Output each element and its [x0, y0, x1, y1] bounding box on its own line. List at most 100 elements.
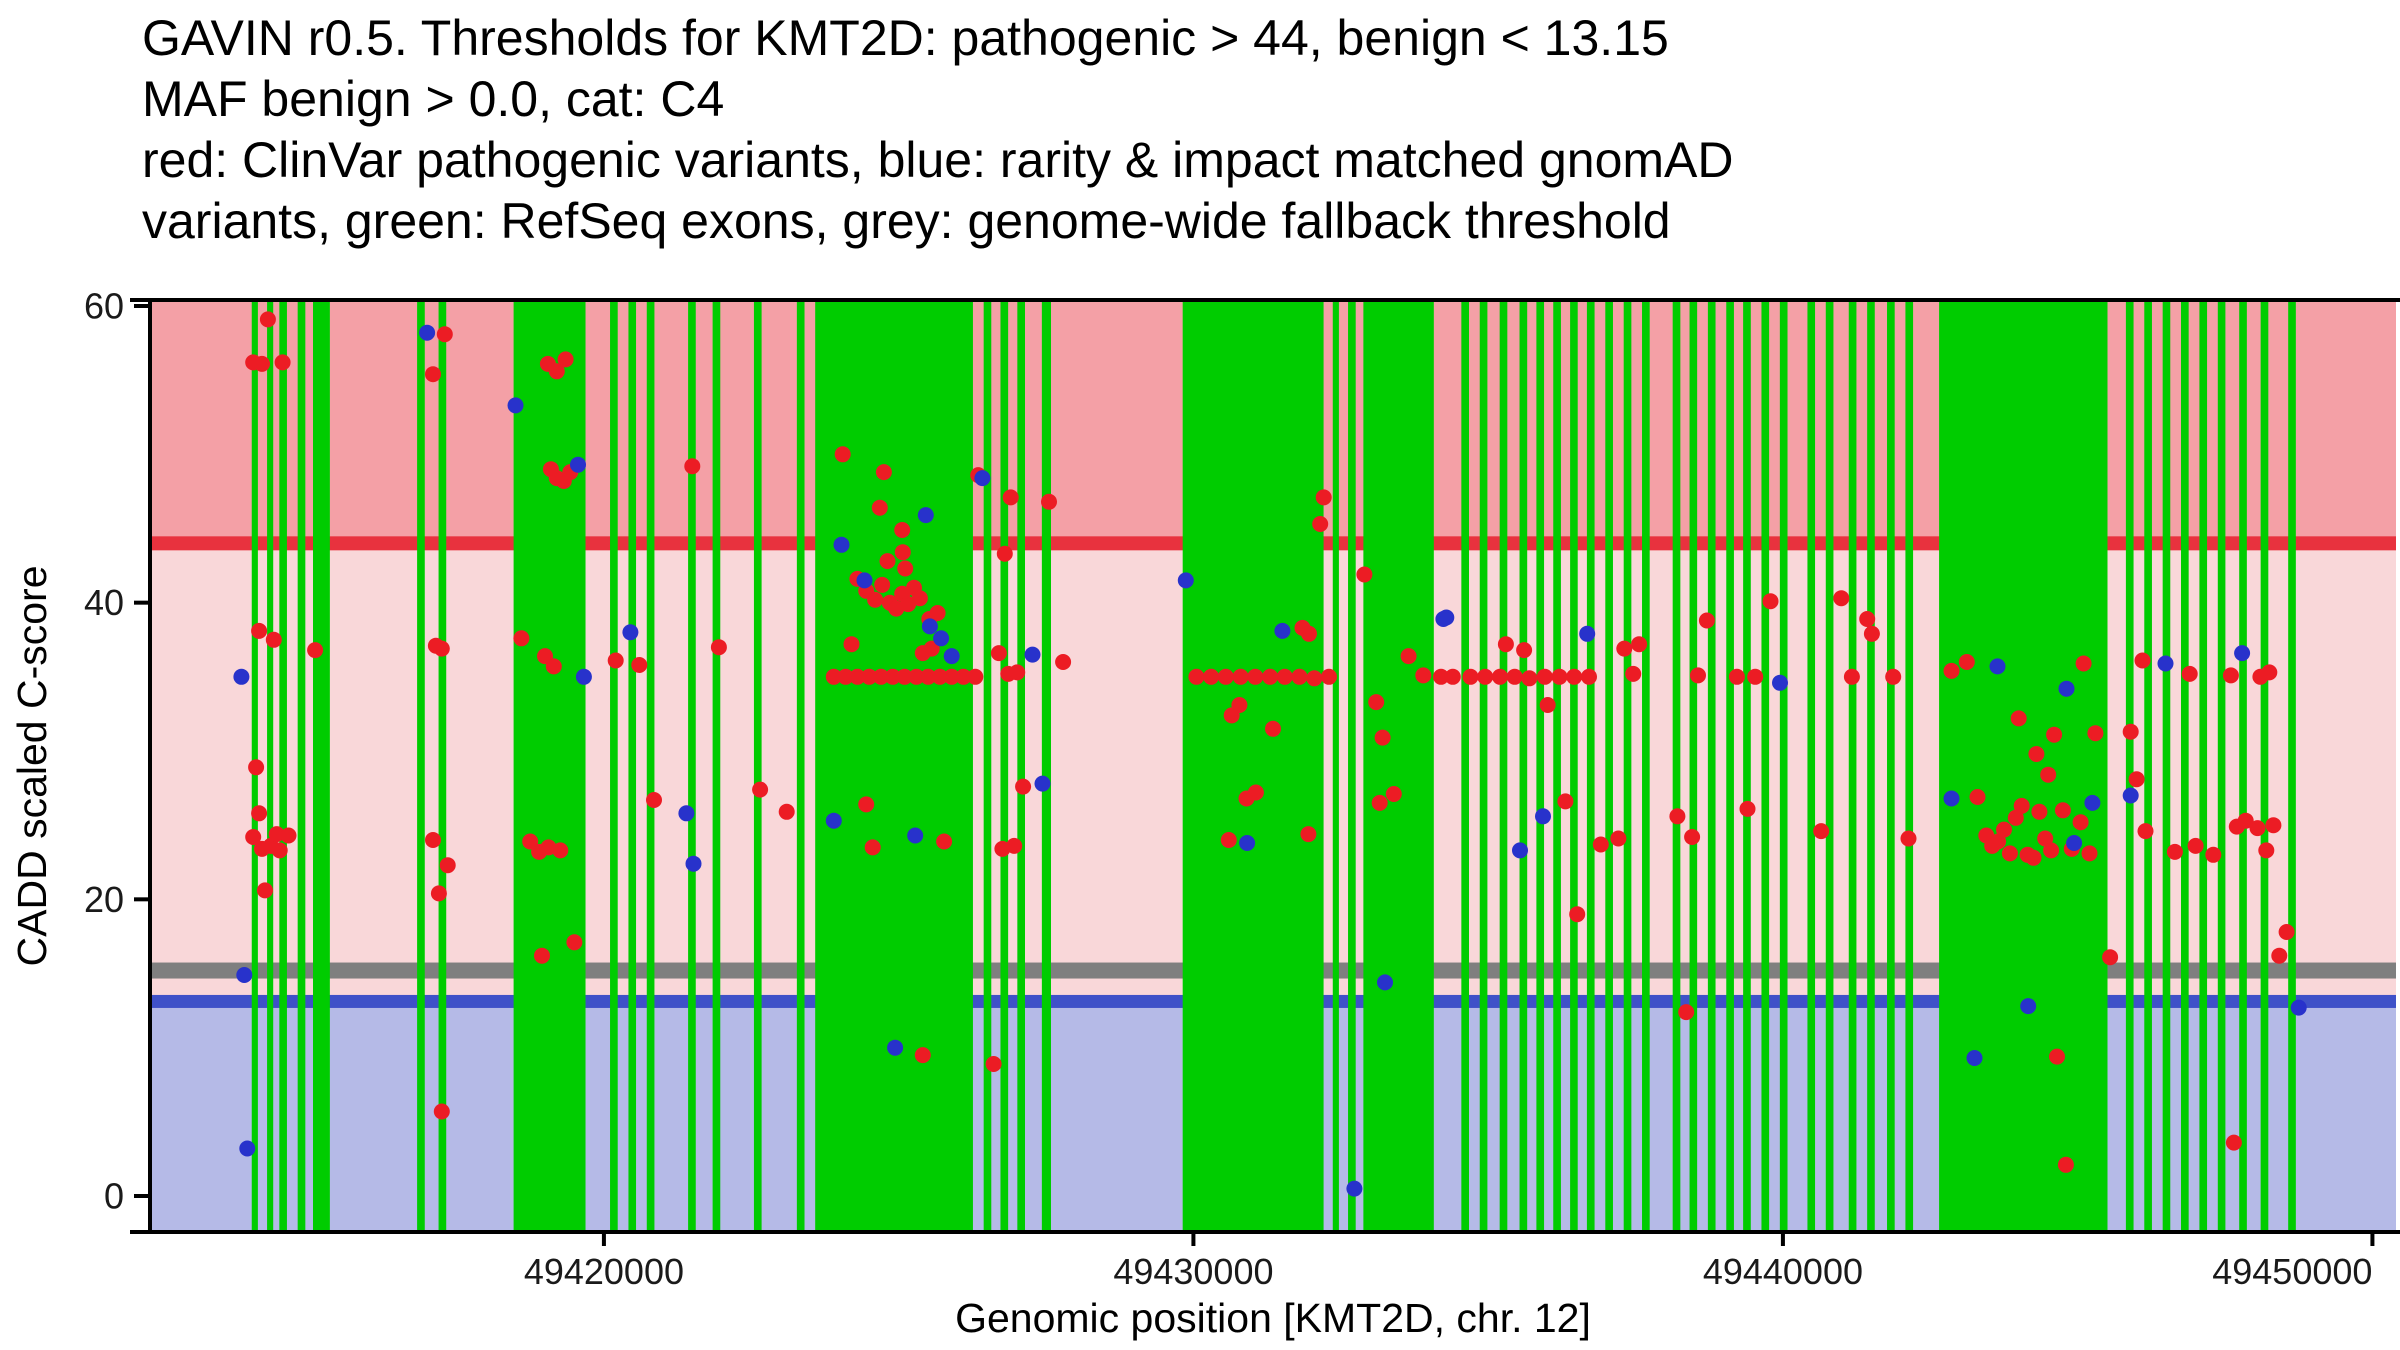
data-point-clinvar-pathogenic [710, 639, 727, 656]
x-tick-label: 49420000 [524, 1251, 684, 1292]
data-point-gnomad-matched [1346, 1180, 1363, 1197]
panel-top-border [130, 298, 2400, 302]
exon-bar [2144, 300, 2152, 1232]
exon-bar [796, 300, 805, 1232]
data-point-clinvar-pathogenic [897, 560, 914, 577]
data-point-clinvar-pathogenic [2225, 1134, 2242, 1151]
data-point-clinvar-pathogenic [874, 576, 891, 593]
data-point-clinvar-pathogenic [2046, 726, 2063, 743]
exon-bar [1041, 300, 1051, 1232]
exon-bar [2217, 300, 2226, 1232]
data-point-clinvar-pathogenic [2075, 655, 2092, 672]
data-point-clinvar-pathogenic [1996, 821, 2012, 838]
data-point-clinvar-pathogenic [894, 522, 911, 538]
data-point-clinvar-pathogenic [752, 781, 769, 798]
data-point-clinvar-pathogenic [607, 652, 624, 669]
data-point-clinvar-pathogenic [943, 668, 960, 685]
exon-bar [1017, 300, 1025, 1232]
exon-bar [628, 300, 637, 1232]
exon-bar [1807, 300, 1816, 1232]
y-tick [134, 304, 150, 308]
data-point-clinvar-pathogenic [534, 947, 550, 964]
data-point-clinvar-pathogenic [566, 934, 583, 951]
data-point-gnomad-matched [622, 624, 639, 641]
y-tick-label: 20 [84, 879, 124, 920]
data-point-gnomad-matched [1943, 790, 1960, 807]
data-point-clinvar-pathogenic [430, 885, 447, 902]
data-point-gnomad-matched [1512, 842, 1528, 859]
data-point-clinvar-pathogenic [1557, 793, 1574, 810]
exon-bar [2288, 300, 2296, 1232]
data-point-clinvar-pathogenic [251, 805, 268, 822]
exon-bar [312, 300, 330, 1232]
data-point-clinvar-pathogenic [307, 642, 324, 659]
data-point-clinvar-pathogenic [2205, 846, 2222, 863]
data-point-clinvar-pathogenic [1312, 516, 1329, 532]
data-point-clinvar-pathogenic [1415, 667, 1432, 684]
data-point-clinvar-pathogenic [867, 591, 884, 608]
exon-bar [1479, 300, 1488, 1232]
exon-bar [815, 300, 973, 1232]
data-point-gnomad-matched [2290, 999, 2307, 1016]
x-tick-label: 49430000 [1113, 1251, 1273, 1292]
data-point-clinvar-pathogenic [2007, 809, 2024, 826]
data-point-gnomad-matched [974, 470, 991, 487]
data-point-gnomad-matched [2122, 787, 2139, 804]
data-point-clinvar-pathogenic [1015, 778, 1032, 795]
data-point-clinvar-pathogenic [265, 631, 282, 648]
y-tick-label: 60 [84, 286, 124, 327]
data-point-clinvar-pathogenic [1631, 636, 1648, 653]
data-point-clinvar-pathogenic [522, 833, 539, 850]
data-point-gnomad-matched [1177, 572, 1194, 589]
x-tick-label: 49450000 [2212, 1251, 2372, 1292]
exon-bar [1461, 300, 1470, 1232]
data-point-clinvar-pathogenic [271, 842, 288, 859]
data-point-gnomad-matched [1377, 974, 1393, 991]
title-line-3: red: ClinVar pathogenic variants, blue: … [142, 132, 1734, 188]
exon-bar [1348, 300, 1356, 1232]
data-point-clinvar-pathogenic [1678, 1004, 1695, 1021]
y-tick [134, 897, 150, 902]
x-tick [1780, 1232, 1785, 1246]
data-point-clinvar-pathogenic [849, 668, 866, 685]
data-point-clinvar-pathogenic [1813, 823, 1830, 840]
exon-bar [1867, 300, 1875, 1232]
exon-bar [983, 300, 992, 1232]
data-point-clinvar-pathogenic [254, 355, 270, 372]
data-point-clinvar-pathogenic [2081, 845, 2098, 862]
x-tick [1191, 1232, 1196, 1246]
data-point-clinvar-pathogenic [864, 839, 881, 856]
data-point-clinvar-pathogenic [251, 622, 268, 639]
exon-bar [2162, 300, 2171, 1232]
data-point-clinvar-pathogenic [548, 363, 565, 380]
data-point-clinvar-pathogenic [1569, 906, 1586, 923]
data-point-clinvar-pathogenic [1863, 625, 1880, 642]
data-point-gnomad-matched [943, 648, 960, 665]
data-point-clinvar-pathogenic [2043, 842, 2060, 859]
data-point-clinvar-pathogenic [1492, 668, 1508, 685]
title-line-1: GAVIN r0.5. Thresholds for KMT2D: pathog… [142, 10, 1669, 66]
data-point-gnomad-matched [1034, 775, 1051, 792]
data-point-clinvar-pathogenic [1371, 794, 1388, 811]
exon-bar [1553, 300, 1561, 1232]
x-axis-title: Genomic position [KMT2D, chr. 12] [955, 1295, 1591, 1341]
exon-bar [1536, 300, 1545, 1232]
exon-bar [753, 300, 762, 1232]
data-point-clinvar-pathogenic [2166, 843, 2183, 860]
data-point-clinvar-pathogenic [552, 842, 569, 859]
data-point-clinvar-pathogenic [2010, 710, 2027, 727]
y-axis-title: CADD scaled C-score [9, 566, 55, 967]
data-point-gnomad-matched [1579, 625, 1596, 642]
data-point-clinvar-pathogenic [825, 668, 842, 685]
data-point-gnomad-matched [2020, 998, 2037, 1015]
data-point-gnomad-matched [570, 456, 586, 473]
data-point-clinvar-pathogenic [2122, 723, 2139, 740]
exon-bar [279, 300, 287, 1232]
x-tick [601, 1232, 606, 1246]
data-point-gnomad-matched [917, 507, 934, 524]
x-tick [2370, 1232, 2375, 1246]
exon-bar [1707, 300, 1716, 1232]
data-point-clinvar-pathogenic [545, 658, 562, 675]
data-point-clinvar-pathogenic [1315, 489, 1332, 506]
